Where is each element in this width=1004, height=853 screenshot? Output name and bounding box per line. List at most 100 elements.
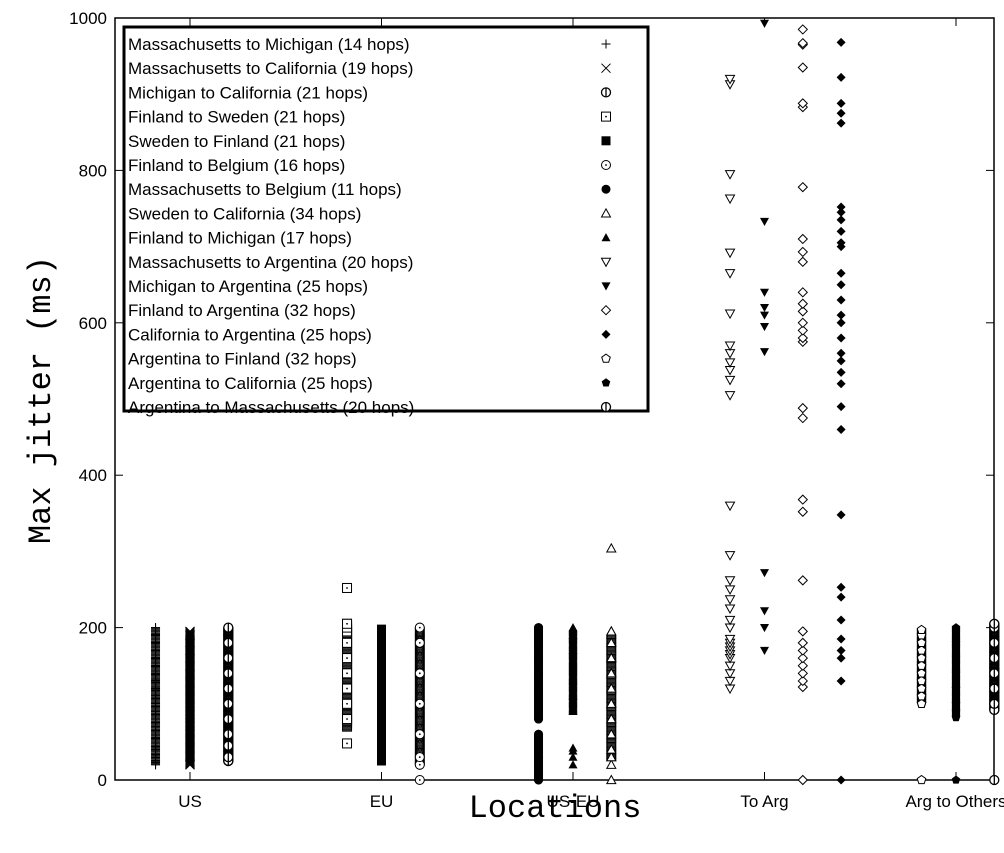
data-point xyxy=(836,634,846,644)
data-point xyxy=(989,618,1000,629)
legend-box xyxy=(122,25,650,413)
data-point xyxy=(223,683,234,694)
data-point xyxy=(836,37,846,47)
data-point xyxy=(414,752,425,763)
data-point xyxy=(568,691,578,700)
data-point xyxy=(605,542,617,553)
data-point xyxy=(342,738,353,749)
series-finland-to-argentina-32-hops xyxy=(797,24,809,786)
data-point xyxy=(377,624,386,634)
data-point xyxy=(605,667,617,678)
data-point xyxy=(151,684,161,694)
data-point xyxy=(797,181,809,193)
y-tick-label: 800 xyxy=(79,161,107,180)
data-point xyxy=(951,775,961,784)
data-point xyxy=(223,729,234,740)
data-point xyxy=(916,668,927,678)
x-tick-label: US-EU xyxy=(547,792,600,811)
data-point xyxy=(534,699,544,709)
data-point xyxy=(989,774,1000,786)
data-point xyxy=(724,576,736,586)
data-point xyxy=(414,775,425,785)
data-point xyxy=(151,630,161,640)
data-point xyxy=(760,19,769,28)
data-point xyxy=(797,287,809,298)
series-massachusetts-to-california-19-hops xyxy=(185,626,195,770)
data-point xyxy=(797,494,809,505)
data-point xyxy=(724,341,736,352)
series-michigan-to-california-21-hops xyxy=(223,622,234,767)
data-point xyxy=(916,774,927,785)
data-point xyxy=(151,699,161,709)
data-point xyxy=(223,637,234,648)
data-point xyxy=(797,626,809,637)
legend-marker xyxy=(601,111,611,122)
y-tick-label: 600 xyxy=(79,314,107,333)
data-point xyxy=(989,668,1000,679)
legend-marker xyxy=(601,233,611,242)
data-point xyxy=(185,706,195,717)
data-point xyxy=(724,248,736,259)
data-point xyxy=(836,582,846,592)
data-point xyxy=(836,645,846,655)
data-point xyxy=(724,551,736,561)
data-point xyxy=(151,722,161,732)
data-point xyxy=(534,638,544,648)
data-point xyxy=(797,575,809,586)
data-point xyxy=(342,582,353,593)
data-point xyxy=(605,625,617,636)
data-point xyxy=(797,774,809,786)
data-point xyxy=(377,729,386,739)
series-massachusetts-to-belgium-11-hops xyxy=(534,623,544,785)
data-point xyxy=(605,759,617,769)
data-point xyxy=(836,615,846,625)
series-finland-to-belgium-16-hops xyxy=(414,622,425,785)
data-point xyxy=(534,729,544,739)
data-point xyxy=(534,737,544,747)
data-point xyxy=(951,699,961,708)
data-point xyxy=(797,298,809,309)
data-point xyxy=(605,713,617,724)
legend-marker xyxy=(601,378,611,387)
data-point xyxy=(223,622,234,633)
legend-marker xyxy=(601,63,611,74)
data-point xyxy=(377,699,386,709)
series-finland-to-sweden-21-hops xyxy=(342,582,353,749)
data-point xyxy=(724,170,736,180)
legend-marker xyxy=(601,329,611,339)
legend-label: Sweden to Finland (21 hops) xyxy=(128,132,345,151)
data-point xyxy=(836,280,846,290)
data-point xyxy=(414,637,425,648)
x-tick-label: Arg to Others xyxy=(905,792,1004,811)
data-point xyxy=(836,226,846,236)
data-point xyxy=(724,604,736,615)
data-point xyxy=(724,585,736,596)
data-point xyxy=(836,592,846,602)
legend-marker xyxy=(601,136,611,146)
legend-marker xyxy=(600,401,612,413)
data-point xyxy=(151,706,161,716)
data-point xyxy=(724,269,736,279)
data-point xyxy=(760,311,769,320)
data-point xyxy=(377,638,386,648)
data-point xyxy=(605,728,617,739)
data-point xyxy=(534,714,544,724)
data-point xyxy=(836,318,846,328)
data-point xyxy=(916,691,927,701)
data-point xyxy=(223,751,234,763)
data-point xyxy=(797,325,809,336)
legend-label: Argentina to Finland (32 hops) xyxy=(128,350,357,369)
data-point xyxy=(797,233,809,245)
data-point xyxy=(605,683,617,693)
data-point xyxy=(185,660,195,671)
data-point xyxy=(836,202,846,212)
y-tick-label: 400 xyxy=(79,466,107,485)
data-point xyxy=(760,569,769,578)
data-point xyxy=(951,668,961,677)
series-sweden-to-california-34-hops xyxy=(605,542,617,785)
data-point xyxy=(223,698,234,709)
data-point xyxy=(797,332,809,344)
data-point xyxy=(797,402,809,414)
data-point xyxy=(797,306,809,317)
data-point xyxy=(836,676,846,686)
